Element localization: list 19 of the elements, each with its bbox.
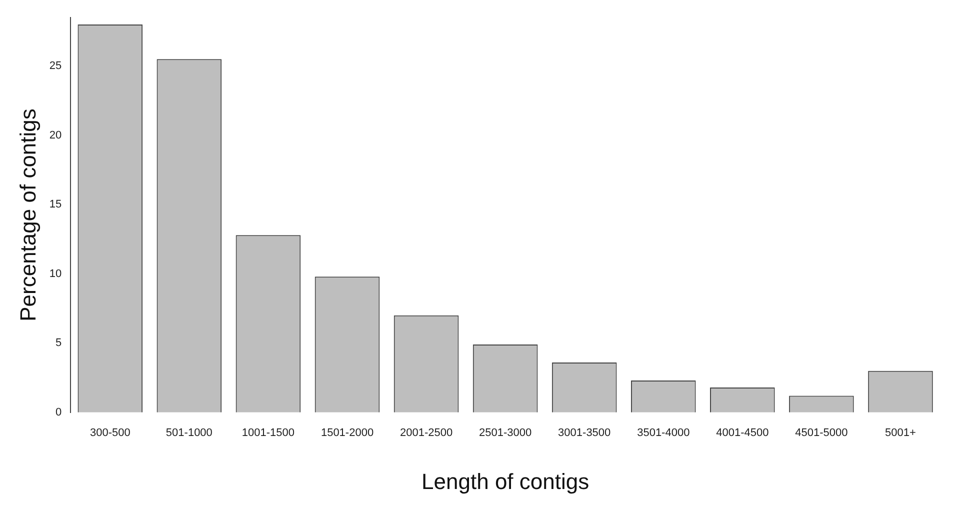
x-tick-label: 2001-2500	[400, 427, 453, 440]
x-tick-label: 1501-2000	[320, 427, 374, 440]
y-tick-label: 20	[49, 129, 62, 142]
x-tick-label: 3501-4000	[637, 427, 690, 440]
y-tick-label: 5	[56, 337, 62, 350]
x-tick-label: 4501-5000	[795, 427, 848, 440]
x-tick-label: 300-500	[90, 427, 130, 440]
x-tick-label: 4001-4500	[716, 427, 769, 440]
y-tick-label: 15	[49, 198, 62, 211]
y-tick-label: 10	[49, 268, 62, 280]
x-tick-label: 3001-3500	[558, 427, 611, 440]
y-tick-label: 0	[56, 406, 62, 418]
x-tick-label: 1001-1500	[242, 427, 295, 440]
x-tick-label: 2501-3000	[479, 427, 532, 440]
x-tick-label: 501-1000	[166, 427, 212, 440]
x-axis-title: Length of contigs	[422, 468, 590, 494]
x-tick-label: 5001+	[885, 427, 916, 440]
y-tick-label: 25	[49, 60, 62, 72]
y-axis-title: Percentage of contigs	[15, 108, 40, 322]
